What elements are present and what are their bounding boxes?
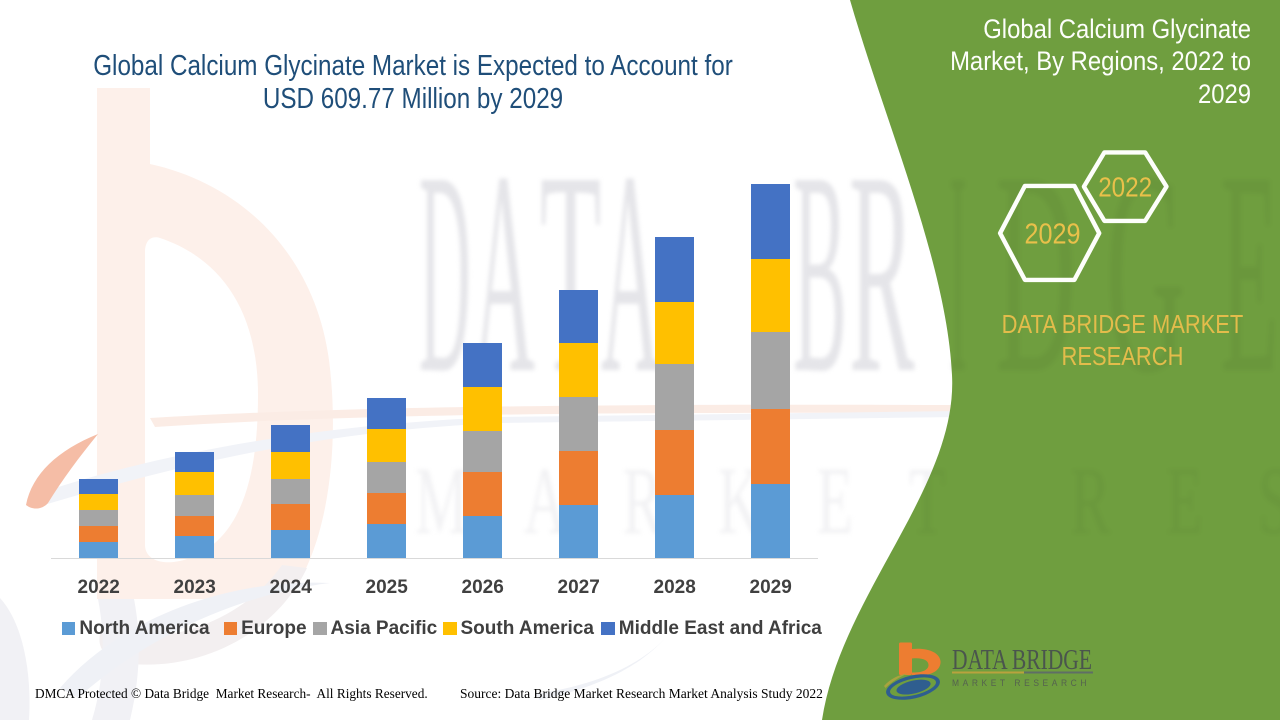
svg-text:2029: 2029 bbox=[1025, 219, 1081, 251]
svg-text:DATA BRIDGE: DATA BRIDGE bbox=[952, 644, 1092, 676]
svg-text:2022: 2022 bbox=[1098, 172, 1152, 203]
svg-text:MARKET RESEARCH: MARKET RESEARCH bbox=[952, 678, 1090, 688]
